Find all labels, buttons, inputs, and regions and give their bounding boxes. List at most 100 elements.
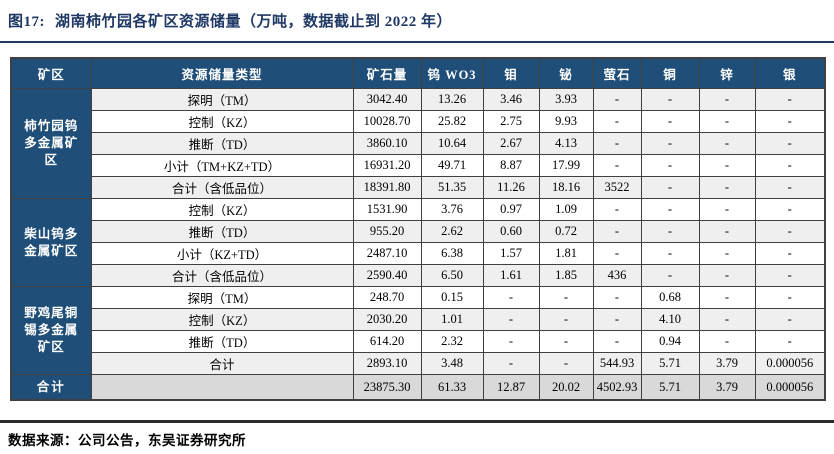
table-row: 柴山钨多金属矿区 控制（KZ） 1531.90 3.76 0.97 1.09- - - - <box>10 198 826 287</box>
value-cell: - <box>754 308 826 331</box>
reserve-type-cell: 小计（KZ+TD） <box>90 242 354 265</box>
value-cell: - <box>698 220 756 243</box>
value-cell: 10028.70 <box>352 110 422 133</box>
value-cell: - <box>640 132 700 155</box>
value-cell: 2.62 <box>420 220 484 243</box>
value-cell: 13.26 <box>420 88 484 111</box>
value-cell: - <box>482 308 540 331</box>
value-cell: - <box>640 264 700 287</box>
value-cell: 49.71 <box>420 154 484 177</box>
value-cell: 3860.10 <box>352 132 422 155</box>
value-cell: - <box>698 88 756 111</box>
column-header: 钼 <box>482 57 540 89</box>
value-cell: 2.32 <box>420 330 484 353</box>
value-cell: - <box>592 154 642 177</box>
value-cell: 0.60 <box>482 220 540 243</box>
figure-title: 图17: 湖南柿竹园各矿区资源储量（万吨，数据截止到 2022 年） <box>8 10 452 31</box>
value-cell: 2487.10 <box>352 242 422 265</box>
value-cell: 3.79 <box>698 352 756 375</box>
table-row: 推断（TD） 3860.10 10.64 2.67 4.13- - - - <box>11 132 826 155</box>
value-cell: 16931.20 <box>352 154 422 177</box>
total-value-cell: 3.79 <box>698 374 756 401</box>
reserve-type-cell: 探明（TM） <box>90 286 354 309</box>
value-cell: 3522 <box>592 176 642 199</box>
header-row: 矿区 资源储量类型 矿石量钨 WO3 钼铋萤石铜锌银 <box>10 57 826 89</box>
value-cell: - <box>592 242 642 265</box>
value-cell: 1.57 <box>482 242 540 265</box>
value-cell: 0.94 <box>640 330 700 353</box>
value-cell: 9.93 <box>538 110 594 133</box>
value-cell: - <box>754 88 826 111</box>
value-cell: 2893.10 <box>352 352 422 375</box>
value-cell: - <box>592 308 642 331</box>
footer-divider-rule <box>0 420 834 423</box>
mine-area-cell: 柿竹园钨多金属矿区 <box>10 88 92 199</box>
value-cell: - <box>698 198 756 221</box>
value-cell: - <box>698 286 756 309</box>
value-cell: 2590.40 <box>352 264 422 287</box>
value-cell: 3.76 <box>420 198 484 221</box>
value-cell: 1.81 <box>538 242 594 265</box>
column-header: 铋 <box>538 57 594 89</box>
total-type-cell <box>90 374 354 401</box>
total-value-cell: 4502.93 <box>592 374 642 401</box>
value-cell: - <box>754 110 826 133</box>
value-cell: - <box>592 110 642 133</box>
total-label-cell: 合计 <box>10 374 92 401</box>
value-cell: - <box>698 308 756 331</box>
value-cell: - <box>592 286 642 309</box>
value-cell: 5.71 <box>640 352 700 375</box>
value-cell: 2030.20 <box>352 308 422 331</box>
value-cell: - <box>538 286 594 309</box>
mine-area-cell: 野鸡尾铜锡多金属矿区 <box>10 286 92 375</box>
value-cell: - <box>754 198 826 221</box>
value-cell: 614.20 <box>352 330 422 353</box>
value-cell: - <box>754 264 826 287</box>
value-cell: - <box>640 88 700 111</box>
value-cell: - <box>592 330 642 353</box>
reserve-type-cell: 合计（含低品位） <box>90 264 354 287</box>
value-cell: - <box>640 110 700 133</box>
value-cell: 1531.90 <box>352 198 422 221</box>
value-cell: 544.93 <box>592 352 642 375</box>
reserve-type-cell: 推断（TD） <box>90 220 354 243</box>
total-value-cell: 23875.30 <box>352 374 422 401</box>
table-row: 小计（TM+KZ+TD） 16931.20 49.71 8.87 17.99- - - - <box>11 154 826 177</box>
value-cell: 0.15 <box>420 286 484 309</box>
value-cell: - <box>698 132 756 155</box>
value-cell: 436 <box>592 264 642 287</box>
value-cell: 1.01 <box>420 308 484 331</box>
table-row: 合计（含低品位） 18391.80 51.35 11.26 18.16 3522- - - <box>11 176 826 199</box>
value-cell: 1.09 <box>538 198 594 221</box>
value-cell: - <box>754 330 826 353</box>
value-cell: 17.99 <box>538 154 594 177</box>
column-header: 银 <box>754 57 826 89</box>
value-cell: - <box>698 154 756 177</box>
value-cell: 4.13 <box>538 132 594 155</box>
column-header: 矿石量 <box>352 57 422 89</box>
value-cell: - <box>538 330 594 353</box>
table-header: 矿区 资源储量类型 矿石量钨 WO3 钼铋萤石铜锌银 <box>10 57 826 89</box>
value-cell: - <box>482 286 540 309</box>
column-header: 锌 <box>698 57 756 89</box>
reserve-type-cell: 推断（TD） <box>90 132 354 155</box>
mine-area-cell: 柴山钨多金属矿区 <box>10 198 92 287</box>
value-cell: 18391.80 <box>352 176 422 199</box>
value-cell: 11.26 <box>482 176 540 199</box>
column-header: 钨 WO3 <box>420 57 484 89</box>
value-cell: 248.70 <box>352 286 422 309</box>
total-value-cell: 20.02 <box>538 374 594 401</box>
table-row: 野鸡尾铜锡多金属矿区 探明（TM） 248.70 0.15- - -0.68- - <box>10 286 826 375</box>
column-header: 资源储量类型 <box>90 57 354 89</box>
table-row: 控制（KZ） 10028.70 25.82 2.75 9.93- - - - <box>11 110 826 133</box>
value-cell: 8.87 <box>482 154 540 177</box>
reserve-type-cell: 小计（TM+KZ+TD） <box>90 154 354 177</box>
value-cell: 0.72 <box>538 220 594 243</box>
reserve-type-cell: 合计（含低品位） <box>90 176 354 199</box>
value-cell: - <box>698 176 756 199</box>
value-cell: - <box>640 154 700 177</box>
reserve-type-cell: 合计 <box>90 352 354 375</box>
value-cell: - <box>640 242 700 265</box>
column-header: 铜 <box>640 57 700 89</box>
